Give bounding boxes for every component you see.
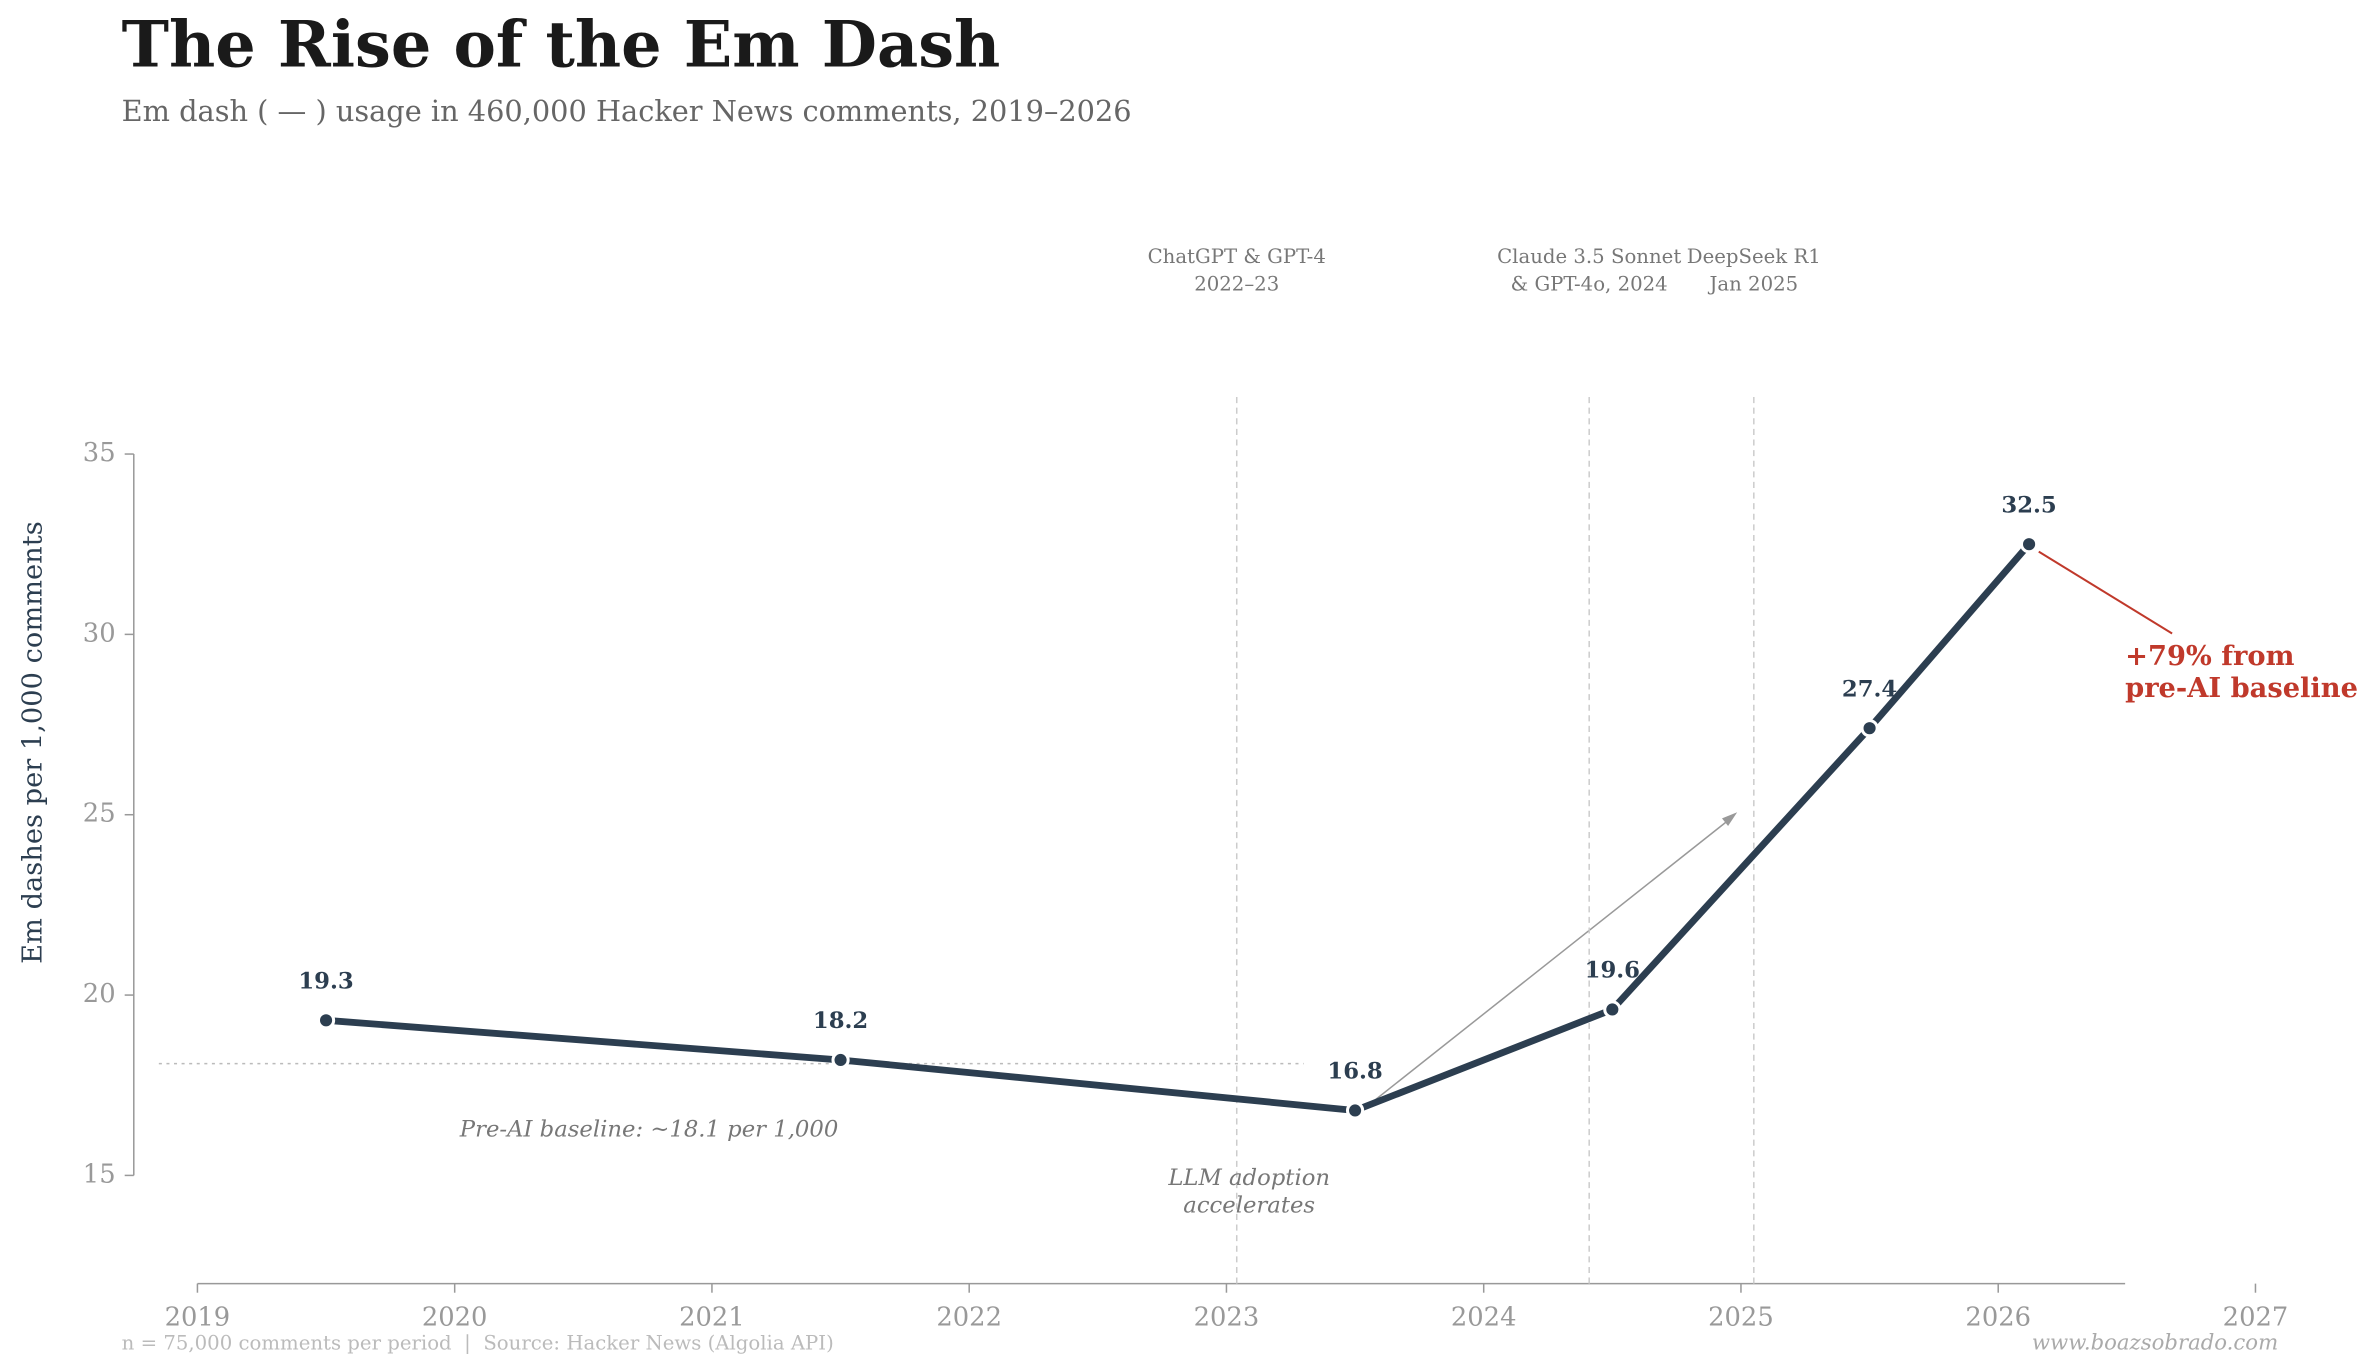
baseline-label: Pre-AI baseline: ~18.1 per 1,000 [459,1117,838,1143]
x-tick-label: 2019 [165,1302,231,1332]
y-tick-label: 15 [83,1159,116,1189]
y-tick-label: 30 [83,618,116,648]
x-tick-label: 2020 [422,1302,488,1332]
arrow-head [1722,812,1738,826]
annotation-arrow [1360,816,1734,1112]
value-label: 19.6 [1585,958,1640,984]
data-point [1860,719,1879,738]
data-point [831,1050,850,1070]
event-label: ChatGPT & GPT-4 [1148,245,1326,268]
x-tick-label: 2024 [1451,1302,1517,1332]
event-label: DeepSeek R1 [1687,245,1821,268]
data-point [316,1011,336,1030]
change-annotation: +79% from [2125,640,2294,672]
data-point [1603,1000,1622,1019]
arrow-annotation: LLM adoption [1167,1165,1330,1191]
change-annotation: pre-AI baseline [2125,672,2358,704]
x-tick-label: 2025 [1708,1302,1774,1332]
change-leader [2038,550,2173,635]
y-tick-label: 25 [83,799,116,829]
value-label: 16.8 [1327,1059,1382,1085]
y-axis-label: Em dashes per 1,000 comments [17,521,48,964]
credit: www.boazsobrado.com [2032,1331,2278,1356]
x-tick-label: 2022 [936,1302,1002,1332]
value-label: 32.5 [2001,492,2056,518]
event-label: 2022–23 [1194,272,1279,295]
value-label: 18.2 [813,1008,868,1034]
x-tick-label: 2023 [1194,1302,1260,1332]
event-label: Claude 3.5 Sonnet [1497,245,1681,268]
data-line [325,541,2032,1114]
event-label: Jan 2025 [1707,272,1798,295]
y-tick-label: 20 [83,979,116,1009]
chart-subtitle: Em dash ( — ) usage in 460,000 Hacker Ne… [122,94,1132,128]
value-label: 19.3 [298,968,353,994]
x-tick-label: 2026 [1965,1302,2031,1332]
chart-title: The Rise of the Em Dash [122,8,1001,83]
data-point [2019,535,2039,554]
event-label: & GPT-4o, 2024 [1511,272,1668,295]
x-tick-label: 2027 [2223,1302,2289,1332]
data-point [1345,1101,1365,1120]
y-tick-label: 35 [83,438,116,468]
x-tick-label: 2021 [679,1302,745,1332]
footnote: n = 75,000 comments per period | Source:… [122,1332,834,1356]
arrow-annotation: accelerates [1183,1192,1315,1218]
value-label: 27.4 [1842,676,1897,702]
